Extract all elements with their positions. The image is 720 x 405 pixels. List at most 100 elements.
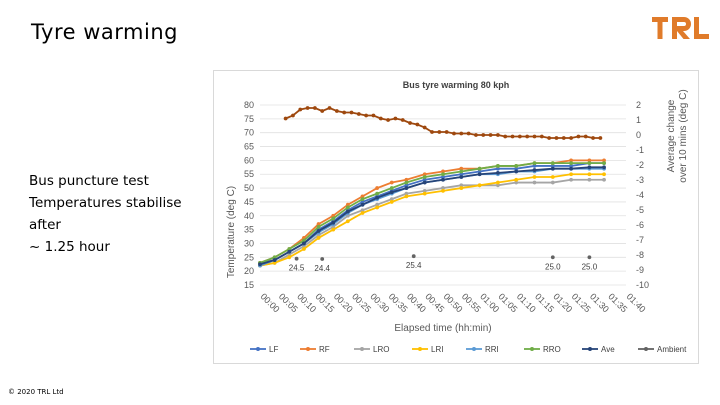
x-tick-label: 01:00 xyxy=(478,291,501,314)
data-point xyxy=(602,161,606,166)
legend-marker xyxy=(644,347,648,351)
data-point xyxy=(345,202,350,207)
data-point xyxy=(316,222,321,226)
legend-label: LRO xyxy=(373,345,389,354)
data-point xyxy=(587,255,592,260)
x-tick-label: 00:40 xyxy=(405,291,428,314)
data-point xyxy=(389,180,394,185)
x-tick-label: 00:10 xyxy=(295,291,318,314)
slide-title: Tyre warming xyxy=(31,20,178,44)
data-point xyxy=(272,258,277,262)
data-point xyxy=(488,133,493,137)
data-point xyxy=(386,118,390,122)
y2-tick-label: -5 xyxy=(636,205,644,215)
data-point xyxy=(389,197,394,202)
data-point xyxy=(503,134,508,139)
y2-tick-label: -7 xyxy=(636,235,644,245)
x-tick-label: 01:05 xyxy=(496,291,519,314)
legend-marker xyxy=(472,347,476,351)
data-point xyxy=(514,164,519,168)
bullet-line: after xyxy=(29,217,61,233)
bullet-line: Bus puncture test xyxy=(29,173,149,189)
data-point xyxy=(496,183,500,188)
data-point xyxy=(459,131,464,136)
data-point xyxy=(517,134,522,139)
data-point xyxy=(389,190,394,195)
x-tick-label: 00:05 xyxy=(277,291,300,314)
data-point xyxy=(514,177,519,182)
data-point xyxy=(532,168,537,172)
legend-label: RRO xyxy=(543,345,561,354)
data-point xyxy=(459,172,464,177)
data-point xyxy=(525,134,530,139)
data-point xyxy=(437,130,442,134)
data-point xyxy=(331,227,336,232)
data-point xyxy=(569,136,573,140)
data-point xyxy=(441,169,445,174)
data-point xyxy=(404,191,409,196)
data-point xyxy=(316,236,321,240)
x-tick-label: 01:35 xyxy=(606,291,629,314)
data-point xyxy=(598,136,603,140)
data-point xyxy=(283,116,288,121)
y-tick-label: 65 xyxy=(244,142,254,152)
x-axis-ticks: 00:0000:0500:1000:1500:2000:2500:3000:35… xyxy=(259,291,648,314)
data-point xyxy=(320,257,325,261)
data-point xyxy=(375,186,380,190)
data-point xyxy=(547,136,552,140)
data-point xyxy=(408,121,412,125)
legend-marker xyxy=(306,347,310,351)
tyre-warming-chart: Bus tyre warming 80 kph 80 75 70 65 60 55 50 45… xyxy=(226,80,689,354)
data-point xyxy=(287,255,292,260)
data-point xyxy=(422,125,427,130)
data-point xyxy=(474,133,478,137)
legend-marker xyxy=(256,347,260,351)
data-point xyxy=(441,175,445,179)
data-point xyxy=(532,164,537,168)
data-point xyxy=(316,224,321,229)
series-lines xyxy=(258,106,606,268)
data-point xyxy=(291,113,295,118)
series-line-ave-delta-10-mins xyxy=(285,107,601,139)
y-tick-label: 75 xyxy=(244,114,254,124)
copyright-footer: © 2020 TRL Ltd xyxy=(8,388,64,396)
y2-tick-label: -1 xyxy=(636,145,644,155)
data-point xyxy=(356,112,361,116)
data-point xyxy=(583,134,588,139)
data-point xyxy=(444,130,449,134)
data-point xyxy=(422,188,427,193)
data-point xyxy=(569,166,573,171)
x-tick-label: 01:15 xyxy=(533,291,556,314)
data-point xyxy=(441,177,445,182)
data-point xyxy=(331,224,336,229)
data-point xyxy=(375,191,380,196)
x-tick-label: 01:30 xyxy=(588,291,611,314)
data-point xyxy=(360,202,365,207)
data-point xyxy=(375,195,380,200)
data-point xyxy=(313,106,317,110)
data-point xyxy=(477,172,482,177)
data-point xyxy=(550,175,555,179)
data-point xyxy=(272,260,277,265)
data-point xyxy=(587,165,592,170)
x-tick-label: 00:50 xyxy=(442,291,465,314)
data-point xyxy=(302,241,306,246)
data-point xyxy=(587,177,592,182)
y-tick-label: 30 xyxy=(244,238,254,248)
data-point xyxy=(389,200,394,204)
x-tick-label: 01:25 xyxy=(570,291,593,314)
data-point xyxy=(496,170,500,175)
x-axis-label: Elapsed time (hh:min) xyxy=(394,323,491,334)
data-point xyxy=(459,175,464,179)
legend-marker xyxy=(530,347,534,351)
legend-label: Ambient xyxy=(657,345,687,354)
data-point xyxy=(587,158,592,163)
series-line-ave xyxy=(259,166,605,266)
data-point xyxy=(287,252,292,257)
data-point xyxy=(569,177,573,182)
data-point xyxy=(477,166,482,171)
x-tick-label: 00:30 xyxy=(368,291,391,314)
annotations: 24.5 24.4 25.4 25.0 25.0 xyxy=(289,261,598,273)
y2-tick-label: -10 xyxy=(636,280,649,290)
data-point xyxy=(345,209,350,214)
